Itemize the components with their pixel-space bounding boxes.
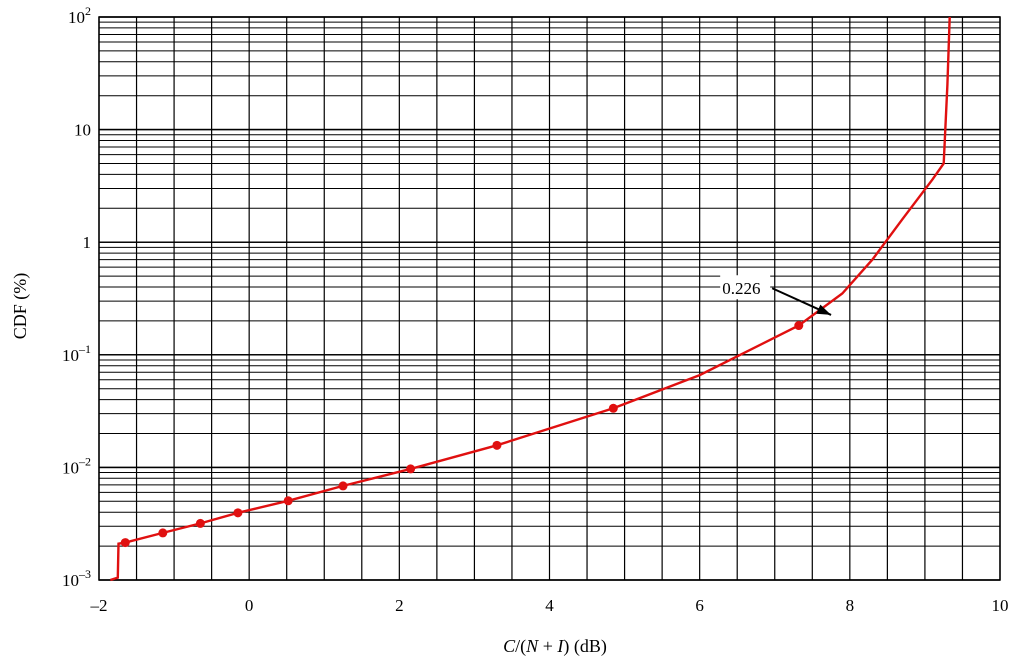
x-tick-label: 2 bbox=[395, 596, 404, 615]
y-tick-label: 10 bbox=[74, 121, 91, 140]
annotation-box bbox=[720, 275, 771, 300]
grid bbox=[98, 16, 1001, 581]
data-point bbox=[492, 440, 502, 450]
y-tick-label: 1 bbox=[83, 233, 92, 252]
series-layer bbox=[109, 16, 951, 582]
plot-frame bbox=[98, 16, 1001, 581]
y-axis-label: CDF (%) bbox=[10, 273, 31, 340]
x-tick-label: 6 bbox=[695, 596, 704, 615]
x-axis-label: C/(N + I) (dB) bbox=[503, 636, 607, 657]
series-line bbox=[109, 16, 951, 582]
data-point bbox=[195, 518, 205, 528]
data-point bbox=[158, 528, 168, 538]
y-tick-label: 10–2 bbox=[62, 454, 91, 477]
tick-labels: –2 0 2 4 6 8 10 10–3 10–2 10–1 1 10 102 bbox=[62, 4, 1009, 615]
arrowhead-icon bbox=[816, 304, 832, 315]
data-point bbox=[338, 481, 348, 491]
x-tick-label: 10 bbox=[992, 596, 1009, 615]
data-point bbox=[608, 403, 618, 413]
x-tick-label: –2 bbox=[90, 596, 108, 615]
data-point bbox=[794, 321, 804, 331]
data-point bbox=[406, 464, 416, 474]
x-tick-label: 8 bbox=[846, 596, 855, 615]
annotation-label: 0.226 bbox=[722, 279, 760, 298]
y-tick-label: 10–3 bbox=[62, 567, 91, 590]
y-tick-label: 102 bbox=[68, 4, 91, 27]
annotation-layer: 0.226 bbox=[720, 275, 832, 316]
x-tick-label: 4 bbox=[545, 596, 554, 615]
x-tick-label: 0 bbox=[245, 596, 254, 615]
data-point bbox=[120, 538, 130, 548]
data-point bbox=[233, 508, 243, 518]
y-tick-label: 10–1 bbox=[62, 342, 91, 365]
data-point bbox=[283, 496, 293, 506]
